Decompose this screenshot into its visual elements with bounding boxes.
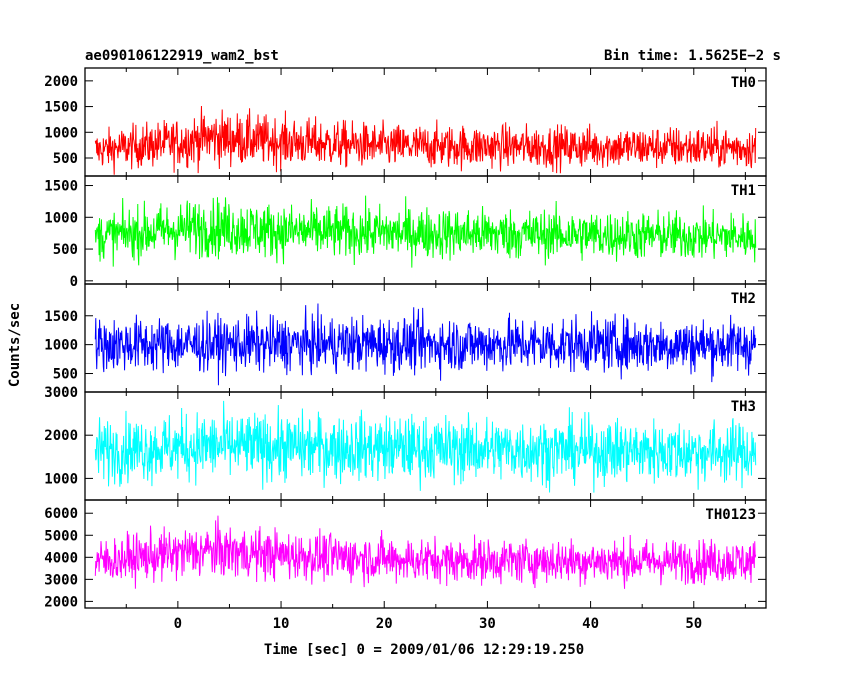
series-th2-trace	[94, 303, 757, 386]
x-tick-label: 30	[479, 616, 496, 632]
y-tick-label-th3: 3000	[44, 385, 78, 401]
y-tick-label-th0: 1000	[44, 125, 78, 141]
y-tick-label-th2: 1000	[44, 338, 78, 354]
y-tick-label-th0123: 3000	[44, 572, 78, 588]
y-tick-label-th3: 2000	[44, 428, 78, 444]
series-th0-trace	[94, 106, 757, 175]
y-tick-label-th3: 1000	[44, 471, 78, 487]
x-tick-label: 40	[582, 616, 599, 632]
series-th3-trace	[94, 400, 757, 493]
series-label-th2: TH2	[731, 291, 756, 307]
x-tick-label: 10	[273, 616, 290, 632]
y-axis-label: Counts/sec	[7, 303, 23, 387]
y-tick-label-th1: 1500	[44, 179, 78, 195]
y-tick-label-th1: 1000	[44, 210, 78, 226]
series-label-th0123: TH0123	[705, 507, 756, 523]
series-label-th1: TH1	[731, 183, 756, 199]
series-th1-trace	[94, 195, 757, 268]
y-tick-label-th2: 1500	[44, 309, 78, 325]
y-tick-label-th0123: 2000	[44, 594, 78, 610]
series-label-th0: TH0	[731, 75, 756, 91]
chart-title: ae090106122919_wam2_bst	[85, 48, 279, 64]
y-tick-label-th0: 2000	[44, 74, 78, 90]
x-tick-label: 0	[174, 616, 182, 632]
y-tick-label-th1: 0	[70, 274, 78, 290]
x-axis-label: Time [sec] 0 = 2009/01/06 12:29:19.250	[264, 642, 584, 658]
y-tick-label-th0123: 5000	[44, 528, 78, 544]
series-th0123-trace	[94, 515, 757, 589]
bin-time-label: Bin time: 1.5625E−2 s	[604, 48, 781, 64]
x-tick-label: 20	[376, 616, 393, 632]
series-label-th3: TH3	[731, 399, 756, 415]
x-tick-label: 50	[685, 616, 702, 632]
y-tick-label-th0123: 4000	[44, 550, 78, 566]
y-tick-label-th0123: 6000	[44, 506, 78, 522]
y-tick-label-th0: 1500	[44, 100, 78, 116]
panel-th0123-frame	[84, 499, 767, 609]
y-tick-label-th2: 500	[53, 367, 78, 383]
y-tick-label-th1: 500	[53, 242, 78, 258]
y-tick-label-th0: 500	[53, 151, 78, 167]
